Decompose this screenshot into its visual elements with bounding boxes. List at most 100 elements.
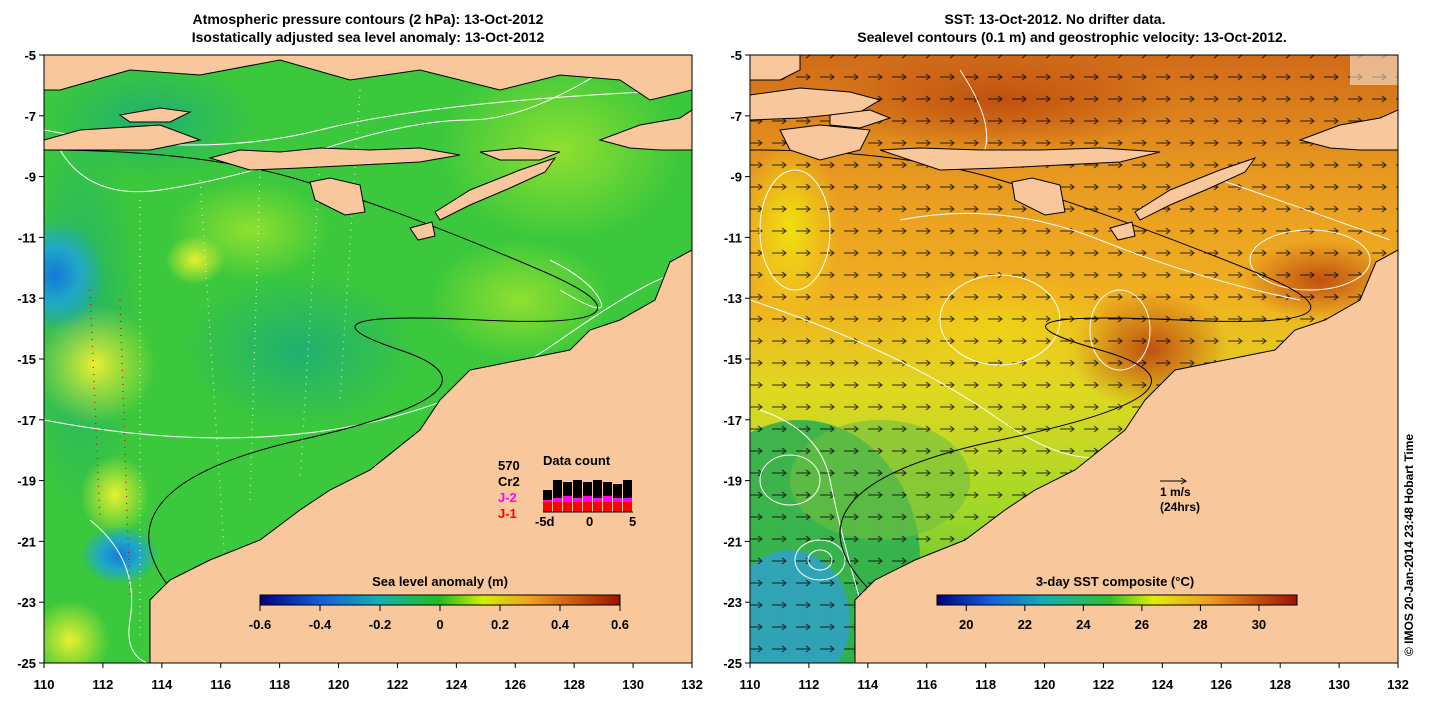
right-title-line2: Sealevel contours (0.1 m) and geostrophi… bbox=[857, 29, 1286, 45]
data-count-bar-j2 bbox=[583, 496, 592, 502]
sla-colorbar: Sea level anomaly (m) -0.6 -0.4 -0.2 0 0.2 0.… bbox=[249, 574, 629, 632]
sst-colorbar-gradient bbox=[936, 594, 1298, 606]
data-count-bar-j1 bbox=[583, 502, 592, 512]
data-count-bar-cr2 bbox=[563, 482, 572, 496]
y-tick-label: -9 bbox=[24, 170, 36, 185]
data-count-bar-j2 bbox=[613, 498, 622, 502]
x-tick-label: 126 bbox=[1210, 677, 1232, 692]
y-tick-label: -25 bbox=[17, 656, 36, 671]
sla-colorbar-gradient bbox=[259, 594, 621, 606]
left-map-field bbox=[44, 55, 692, 663]
sst-colorbar-ticks: 20 22 24 26 28 30 bbox=[959, 605, 1266, 632]
data-count-series-j2: J-2 bbox=[498, 490, 517, 505]
y-tick-label: -5 bbox=[24, 48, 36, 63]
x-tick-label: 112 bbox=[798, 677, 819, 692]
colorbar-tick-label: -0.6 bbox=[249, 617, 271, 632]
colorbar-tick-label: 26 bbox=[1135, 617, 1149, 632]
right-map-panel: SST: 13-Oct-2012. No drifter data. Seale… bbox=[723, 11, 1409, 692]
colorbar-tick-label: 0.2 bbox=[491, 617, 509, 632]
data-count-total: 570 bbox=[498, 458, 520, 473]
sst-colorbar-label: 3-day SST composite (°C) bbox=[1036, 574, 1194, 589]
data-count-bar-j1 bbox=[623, 502, 632, 512]
left-x-axis: 110 112 114 116 118 120 122 124 126 128 130 132 bbox=[34, 663, 703, 692]
y-tick-label: -11 bbox=[724, 230, 742, 245]
data-count-bar-j2 bbox=[623, 498, 632, 502]
x-tick-label: 118 bbox=[975, 677, 996, 692]
data-count-title: Data count bbox=[543, 453, 611, 468]
x-tick-label: 120 bbox=[1034, 677, 1056, 692]
x-tick-label: 128 bbox=[1269, 677, 1291, 692]
colorbar-tick-label: -0.2 bbox=[369, 617, 391, 632]
data-count-bar-j1 bbox=[543, 502, 552, 512]
x-tick-label: 114 bbox=[857, 677, 879, 692]
data-count-inset: 570 Cr2 J-2 J-1 Data count -5d 0 5 bbox=[498, 453, 636, 529]
y-tick-label: -23 bbox=[17, 595, 36, 610]
right-map-field bbox=[750, 55, 1398, 663]
left-title-line2: Isostatically adjusted sea level anomaly… bbox=[192, 29, 545, 45]
x-tick-label: 122 bbox=[1093, 677, 1115, 692]
colorbar-tick-label: 30 bbox=[1252, 617, 1266, 632]
right-title-line1: SST: 13-Oct-2012. No drifter data. bbox=[945, 11, 1166, 27]
data-count-xlabel-end: 5 bbox=[629, 514, 636, 529]
x-tick-label: 130 bbox=[1328, 677, 1350, 692]
x-tick-label: 120 bbox=[328, 677, 350, 692]
data-count-bar-cr2 bbox=[573, 480, 582, 498]
data-count-bar-j1 bbox=[553, 502, 562, 512]
right-y-axis: -5 -7 -9 -11 -13 -15 -17 -19 -21 -23 -25 bbox=[723, 48, 750, 671]
data-count-bar-j1 bbox=[593, 502, 602, 512]
data-count-bars bbox=[543, 480, 632, 512]
data-count-bar-j1 bbox=[613, 502, 622, 512]
data-count-series-cr2: Cr2 bbox=[498, 474, 520, 489]
left-title-line1: Atmospheric pressure contours (2 hPa): 1… bbox=[193, 11, 544, 27]
y-tick-label: -5 bbox=[730, 48, 742, 63]
x-tick-label: 110 bbox=[34, 677, 55, 692]
x-tick-label: 112 bbox=[92, 677, 113, 692]
x-tick-label: 128 bbox=[563, 677, 585, 692]
y-tick-label: -15 bbox=[723, 352, 742, 367]
colorbar-tick-label: 0.6 bbox=[611, 617, 629, 632]
velocity-scale: 1 m/s (24hrs) bbox=[1160, 477, 1200, 514]
y-tick-label: -21 bbox=[17, 534, 36, 549]
x-tick-label: 132 bbox=[1387, 677, 1409, 692]
data-count-bar-j2 bbox=[563, 496, 572, 502]
right-x-axis: 110 112 114 116 118 120 122 124 126 128 130 132 bbox=[740, 663, 1409, 692]
x-tick-label: 124 bbox=[446, 677, 468, 692]
data-count-bar-j2 bbox=[603, 496, 612, 502]
data-count-bar-cr2 bbox=[613, 484, 622, 498]
data-count-xlabel-mid: 0 bbox=[586, 514, 593, 529]
x-tick-label: 118 bbox=[269, 677, 290, 692]
y-tick-label: -17 bbox=[17, 413, 36, 428]
colorbar-tick-label: 0 bbox=[436, 617, 443, 632]
x-tick-label: 126 bbox=[504, 677, 526, 692]
data-count-bar-cr2 bbox=[583, 482, 592, 496]
colorbar-tick-label: -0.4 bbox=[309, 617, 332, 632]
data-count-bar-j2 bbox=[573, 498, 582, 502]
velocity-scale-note: (24hrs) bbox=[1160, 500, 1200, 514]
data-count-xlabel-start: -5d bbox=[535, 514, 555, 529]
y-tick-label: -7 bbox=[730, 109, 742, 124]
data-count-bar-cr2 bbox=[553, 480, 562, 498]
y-tick-label: -17 bbox=[723, 413, 742, 428]
data-count-bar-j1 bbox=[573, 502, 582, 512]
x-tick-label: 116 bbox=[210, 677, 231, 692]
data-count-bar-cr2 bbox=[603, 482, 612, 496]
y-tick-label: -11 bbox=[18, 230, 36, 245]
credit-text: © IMOS 20-Jan-2014 23:48 Hobart Time bbox=[1402, 433, 1416, 656]
x-tick-label: 110 bbox=[740, 677, 761, 692]
x-tick-label: 116 bbox=[916, 677, 937, 692]
x-tick-label: 130 bbox=[622, 677, 644, 692]
data-count-bar-cr2 bbox=[543, 490, 552, 500]
data-count-bar-j2 bbox=[553, 498, 562, 502]
data-count-bar-cr2 bbox=[623, 480, 632, 498]
left-y-axis: -5 -7 -9 -11 -13 -15 -17 -19 -21 -23 -25 bbox=[17, 48, 44, 671]
y-tick-label: -13 bbox=[723, 291, 742, 306]
y-tick-label: -19 bbox=[723, 474, 742, 489]
y-tick-label: -9 bbox=[730, 170, 742, 185]
y-tick-label: -21 bbox=[723, 534, 742, 549]
sla-colorbar-label: Sea level anomaly (m) bbox=[372, 574, 508, 589]
velocity-scale-arrow-icon bbox=[1160, 477, 1187, 485]
data-count-bar-j1 bbox=[603, 502, 612, 512]
data-count-bar-cr2 bbox=[593, 480, 602, 498]
x-tick-label: 132 bbox=[681, 677, 703, 692]
